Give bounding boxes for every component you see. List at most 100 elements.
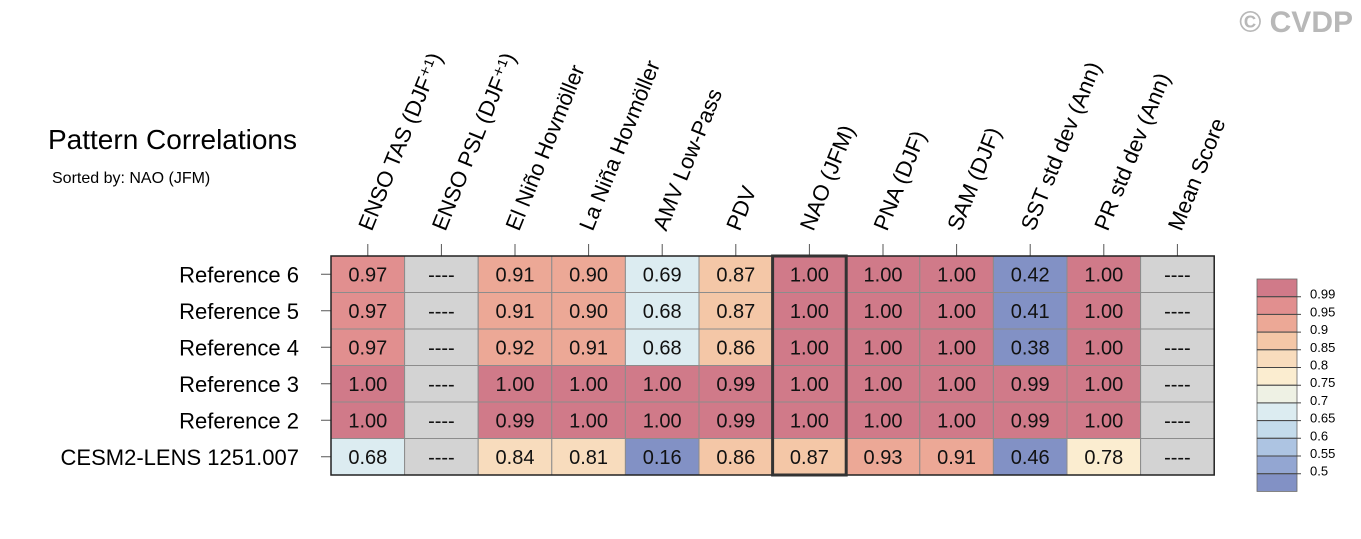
colorbar-swatch — [1256, 384, 1298, 404]
cell-value-label: 1.00 — [864, 374, 903, 396]
cell-value-label: 0.86 — [716, 447, 755, 469]
cell-value-label: 1.00 — [348, 374, 387, 396]
heatmap-cell — [772, 292, 847, 330]
colorbar-swatch — [1256, 278, 1298, 298]
cell-value-label: 1.00 — [1084, 337, 1123, 359]
heatmap-cell — [624, 401, 700, 439]
heatmap-cell — [404, 255, 479, 293]
heatmap-cell — [1066, 365, 1142, 403]
column-header: PNA (DJF) — [868, 127, 931, 234]
cell-value-label: 1.00 — [1084, 301, 1123, 323]
colorbar-swatch — [1256, 402, 1298, 421]
copyright-watermark: © CVDP — [1239, 6, 1353, 39]
cell-value-label: 1.00 — [790, 410, 829, 432]
cell-value-label: 0.99 — [716, 374, 755, 396]
cell-value-label: 0.81 — [569, 447, 608, 469]
heatmap-cell — [772, 255, 847, 293]
heatmap-cells — [330, 255, 1215, 476]
row-labels: Reference 6 Reference 5 Reference 4 Referen… — [61, 262, 331, 470]
column-headers: ENSO TAS (DJF⁺¹)ENSO PSL (DJF⁺¹)El Niño … — [353, 49, 1230, 256]
cell-value-label: 0.78 — [1084, 447, 1123, 469]
cell-value-label: ---- — [428, 337, 455, 359]
column-header: SAM (DJF) — [942, 124, 1006, 234]
heatmap-cell — [1140, 401, 1215, 439]
cell-value-label: ---- — [1164, 264, 1191, 286]
heatmap-cell — [551, 292, 626, 330]
colorbar-swatch — [1256, 367, 1298, 386]
heatmap-cell — [698, 438, 774, 476]
cell-value-label: 1.00 — [1084, 374, 1123, 396]
chart-title: Pattern Correlations — [48, 124, 298, 155]
cell-value-label: ---- — [1164, 374, 1191, 396]
heatmap-cell — [919, 328, 994, 366]
cell-value-label: 0.93 — [864, 447, 903, 469]
cell-value-label: 1.00 — [496, 374, 535, 396]
cell-value-label: 1.00 — [864, 301, 903, 323]
cell-value-label: ---- — [1164, 410, 1191, 432]
cell-value-label: 0.97 — [348, 301, 387, 323]
cell-value-label: 1.00 — [569, 374, 608, 396]
row-label: Reference 6 — [179, 262, 299, 287]
cell-value-label: 0.92 — [496, 337, 535, 359]
cell-value-label: 1.00 — [1084, 410, 1123, 432]
heatmap-cell — [624, 255, 700, 293]
row-label: Reference 2 — [179, 408, 299, 433]
heatmap-cell — [1140, 365, 1215, 403]
cell-value-label: 0.87 — [716, 301, 755, 323]
cell-value-label: 0.91 — [937, 447, 976, 469]
cell-value-label: ---- — [428, 447, 455, 469]
colorbar-swatch — [1256, 349, 1298, 368]
colorbar-label: 0.85 — [1310, 340, 1335, 355]
cell-value-label: 1.00 — [1084, 264, 1123, 286]
heatmap-cell — [992, 328, 1068, 366]
cell-value-label: 0.90 — [569, 301, 608, 323]
cell-value-label: ---- — [1164, 447, 1191, 469]
cell-value-label: 1.00 — [864, 337, 903, 359]
cell-value-label: 0.91 — [496, 301, 535, 323]
heatmap-cell — [477, 365, 553, 403]
heatmap-cell — [992, 292, 1068, 330]
heatmap-cell — [845, 292, 921, 330]
colorbar-swatch — [1256, 473, 1298, 492]
column-header: PR std dev (Ann) — [1089, 69, 1175, 234]
heatmap-cell — [1066, 255, 1142, 293]
heatmap-cell — [624, 365, 700, 403]
cell-value-label: ---- — [428, 410, 455, 432]
heatmap-cell — [477, 401, 553, 439]
row-label: Reference 3 — [179, 372, 299, 397]
colorbar-label: 0.5 — [1310, 464, 1328, 479]
cell-value-label: 1.00 — [643, 374, 682, 396]
cell-value-label: 0.99 — [1011, 410, 1050, 432]
colorbar-label: 0.8 — [1310, 358, 1328, 373]
heatmap-cell — [1066, 401, 1142, 439]
cell-value-label: 1.00 — [790, 264, 829, 286]
heatmap-cell — [919, 401, 994, 439]
heatmap-cell — [992, 401, 1068, 439]
column-header: SST std dev (Ann) — [1016, 58, 1106, 234]
heatmap-cell — [1066, 328, 1142, 366]
colorbar-label: 0.7 — [1310, 393, 1328, 408]
cell-value-label: 0.97 — [348, 337, 387, 359]
cell-value-label: 0.99 — [716, 410, 755, 432]
heatmap-cell — [992, 365, 1068, 403]
cell-value-label: 1.00 — [643, 410, 682, 432]
cell-value-label: 1.00 — [348, 410, 387, 432]
sorted-column-box — [771, 254, 848, 477]
cell-value-label: 0.86 — [716, 337, 755, 359]
heatmap-cell — [772, 438, 847, 476]
cell-value-label: 0.91 — [569, 337, 608, 359]
colorbar-label: 0.55 — [1310, 446, 1335, 461]
cell-value-label: 1.00 — [864, 410, 903, 432]
cell-value-label: 0.99 — [496, 410, 535, 432]
cell-value-label: 0.69 — [643, 264, 682, 286]
cell-value-label: 0.97 — [348, 264, 387, 286]
colorbar-swatch — [1256, 455, 1298, 475]
heatmap-cell — [330, 328, 406, 366]
cell-value-label: 1.00 — [937, 374, 976, 396]
cell-values: 0.97 ---- 0.91 0.90 0.69 0.87 1.00 1.00 1.00 0.42… — [348, 264, 1190, 469]
column-header: Mean Score — [1163, 115, 1231, 234]
cell-value-label: 0.16 — [643, 447, 682, 469]
column-header: PDV — [721, 182, 761, 234]
cell-value-label: ---- — [428, 264, 455, 286]
